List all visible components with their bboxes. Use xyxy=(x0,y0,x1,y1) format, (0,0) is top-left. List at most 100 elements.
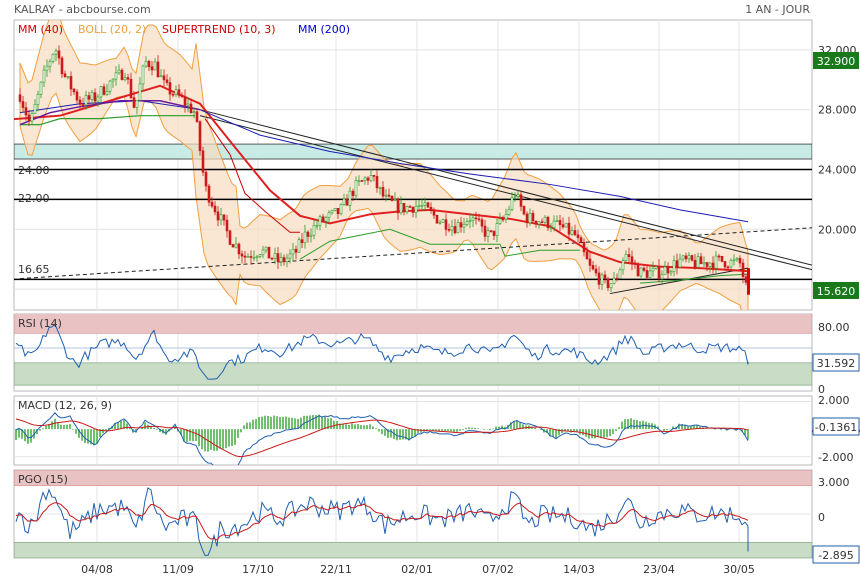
macd-histogram-bar xyxy=(324,416,326,430)
macd-histogram-bar xyxy=(399,429,401,440)
candle-body xyxy=(444,219,448,230)
macd-histogram-bar xyxy=(618,427,620,430)
candle-body xyxy=(186,103,190,106)
candle-body xyxy=(528,212,532,224)
macd-histogram-bar xyxy=(219,429,221,449)
macd-histogram-bar xyxy=(570,429,572,433)
rsi-value-label: 31.592 xyxy=(817,357,856,370)
macd-histogram-bar xyxy=(636,420,638,430)
macd-histogram-bar xyxy=(180,429,182,435)
macd-histogram-bar xyxy=(327,418,329,430)
supertrend-up xyxy=(639,273,749,284)
candle-body xyxy=(432,210,436,216)
candle-body xyxy=(48,61,52,67)
candle-body xyxy=(390,195,394,201)
macd-histogram-bar xyxy=(498,426,500,430)
macd-histogram-bar xyxy=(495,426,497,430)
candle-body xyxy=(684,255,688,260)
macd-histogram-bar xyxy=(516,420,518,430)
macd-histogram-bar xyxy=(624,419,626,430)
candle-body xyxy=(393,199,397,201)
candle-body xyxy=(147,60,151,68)
candle-body xyxy=(93,92,97,102)
candle-body xyxy=(354,180,358,196)
macd-histogram-bar xyxy=(552,429,554,437)
candle-body xyxy=(417,205,421,207)
supertrend-up xyxy=(299,228,580,260)
level-label-22: 22.00 xyxy=(18,192,50,205)
macd-histogram-bar xyxy=(330,418,332,430)
macd-histogram-bar xyxy=(156,429,158,430)
candle-body xyxy=(78,99,82,105)
candle-body xyxy=(168,82,172,95)
candle-body xyxy=(321,216,325,222)
top-price-badge xyxy=(813,52,859,69)
candle-body xyxy=(663,266,667,275)
candle-body xyxy=(474,217,478,220)
candle-body xyxy=(459,222,463,228)
macd-histogram-bar xyxy=(432,429,434,432)
candle-body xyxy=(339,204,343,215)
macd-histogram-bar xyxy=(600,429,602,439)
candle-body xyxy=(660,274,664,280)
candle-body xyxy=(531,212,535,222)
supertrend-down xyxy=(204,118,300,233)
macd-histogram-bar xyxy=(108,427,110,430)
candle-body xyxy=(411,206,415,213)
candle-body xyxy=(405,206,409,213)
candle-body xyxy=(672,260,676,272)
macd-histogram-bar xyxy=(300,417,302,430)
macd-histogram-bar xyxy=(612,429,614,435)
candle-body xyxy=(468,220,472,222)
candle-body xyxy=(429,206,433,211)
candle-body xyxy=(600,274,604,285)
candle-body xyxy=(150,66,154,71)
macd-histogram-bar xyxy=(57,422,59,430)
chart-period-label: 1 AN - JOUR xyxy=(745,3,810,16)
candle-body xyxy=(342,198,346,205)
candle-body xyxy=(276,253,280,263)
macd-histogram-bar xyxy=(429,429,431,430)
rsi-layer xyxy=(14,314,812,386)
macd-histogram-bar xyxy=(567,429,569,432)
x-tick-label: 14/03 xyxy=(563,563,595,576)
macd-histogram-bar xyxy=(681,423,683,430)
macd-histogram-bar xyxy=(453,429,455,433)
macd-histogram-bar xyxy=(120,420,122,430)
candle-body xyxy=(420,205,424,207)
candle-body xyxy=(612,277,616,285)
macd-histogram-bar xyxy=(321,416,323,430)
macd-histogram-bar xyxy=(477,428,479,430)
candle-body xyxy=(705,262,709,267)
last-candle xyxy=(747,268,750,295)
candle-body xyxy=(330,210,334,214)
macd-histogram-bar xyxy=(288,417,290,430)
candle-body xyxy=(135,99,139,108)
macd-histogram-bar xyxy=(72,429,74,430)
macd-histogram-bar xyxy=(240,429,242,433)
macd-signal-line xyxy=(15,418,749,458)
macd-histogram-bar xyxy=(195,429,197,441)
candle-body xyxy=(573,230,577,236)
price-layer xyxy=(14,20,812,310)
candle-body xyxy=(291,248,295,255)
macd-histogram-bar xyxy=(333,420,335,430)
macd-histogram-bar xyxy=(438,429,440,432)
candle-body xyxy=(414,206,418,213)
candle-body xyxy=(90,92,94,100)
macd-histogram-bar xyxy=(357,424,359,430)
macd-histogram-bar xyxy=(123,420,125,430)
macd-histogram-bar xyxy=(87,429,89,444)
macd-histogram-bar xyxy=(342,423,344,430)
macd-histogram-bar xyxy=(144,422,146,430)
candle-body xyxy=(651,267,655,272)
macd-histogram-bar xyxy=(24,429,26,442)
macd-histogram-bar xyxy=(474,427,476,430)
macd-histogram-bar xyxy=(402,429,404,440)
candle-body xyxy=(129,78,133,98)
macd-histogram-bar xyxy=(747,429,749,440)
candle-body xyxy=(348,190,352,206)
candle-body xyxy=(84,95,88,106)
candle-body xyxy=(111,78,115,82)
candle-body xyxy=(351,190,355,196)
